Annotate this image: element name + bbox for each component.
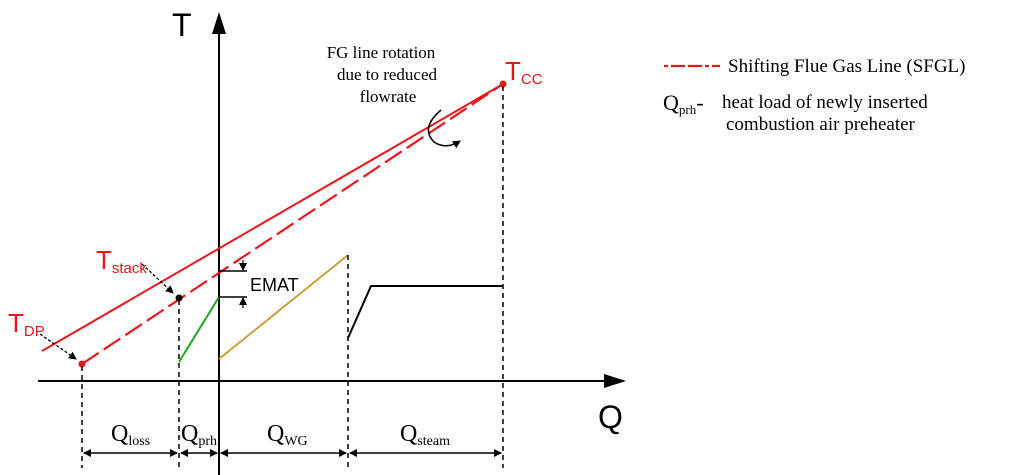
rotation-note-line-3: flowrate — [360, 87, 417, 106]
preheater-line — [178, 296, 220, 363]
q-wg-subscript: WG — [284, 434, 307, 449]
q-steam-subscript: steam — [417, 434, 450, 449]
legend: Shifting Flue Gas Line (SFGL) Qprh- heat… — [663, 56, 966, 135]
y-axis-arrowhead — [212, 12, 226, 34]
q-wg-label: QWG — [267, 421, 308, 449]
x-axis-arrowhead — [604, 374, 626, 388]
rotation-arrow — [427, 109, 461, 149]
x-axis-label: Q — [598, 399, 623, 435]
legend-sfgl-text: Shifting Flue Gas Line (SFGL) — [728, 56, 966, 77]
original-flue-gas-line — [41, 83, 504, 352]
y-axis-label: T — [172, 7, 192, 43]
t-cc-label: TCC — [505, 56, 543, 88]
cold-streams — [178, 254, 503, 363]
emat-label: EMAT — [250, 275, 299, 295]
q-steam-label: Qsteam — [400, 421, 450, 449]
emat-marker: EMAT — [219, 260, 299, 308]
t-cc-point — [499, 80, 507, 88]
flue-gas-lines — [41, 80, 507, 368]
q-loss-subscript: loss — [128, 434, 150, 449]
legend-qprh-symbol: Qprh- — [663, 90, 704, 117]
rotation-note-line-1: FG line rotation — [327, 43, 436, 62]
point-labels: TCC Tstack TDP — [8, 56, 543, 360]
t-dp-pointer — [39, 333, 77, 360]
steam-line — [347, 285, 503, 339]
legend-qprh-text-line-1: heat load of newly inserted — [722, 92, 928, 113]
legend-qprh-dash: - — [696, 90, 703, 115]
t-stack-point — [175, 294, 183, 302]
rotation-annotation: FG line rotation due to reduced flowrate — [327, 43, 461, 149]
legend-qprh-subscript: prh — [679, 102, 697, 117]
axes: T Q — [38, 7, 626, 475]
t-dp-label: TDP — [8, 308, 45, 340]
q-loss-label: Qloss — [111, 421, 150, 449]
t-stack-label: Tstack — [96, 245, 147, 277]
t-cc-subscript: CC — [521, 71, 543, 88]
q-prh-subscript: prh — [198, 434, 217, 449]
t-stack-pointer — [141, 263, 174, 294]
rotation-note-line-2: due to reduced — [337, 65, 438, 84]
t-stack-subscript: stack — [112, 260, 148, 277]
t-dp-subscript: DP — [24, 323, 45, 340]
guide-lines — [81, 86, 504, 468]
t-dp-point — [78, 360, 86, 368]
legend-qprh-text-line-2: combustion air preheater — [726, 114, 916, 135]
q-prh-label: Qprh — [181, 421, 217, 449]
interval-labels: Qloss Qprh QWG Qsteam — [111, 421, 450, 449]
wg-line — [218, 254, 349, 360]
shifting-flue-gas-line — [81, 83, 504, 365]
